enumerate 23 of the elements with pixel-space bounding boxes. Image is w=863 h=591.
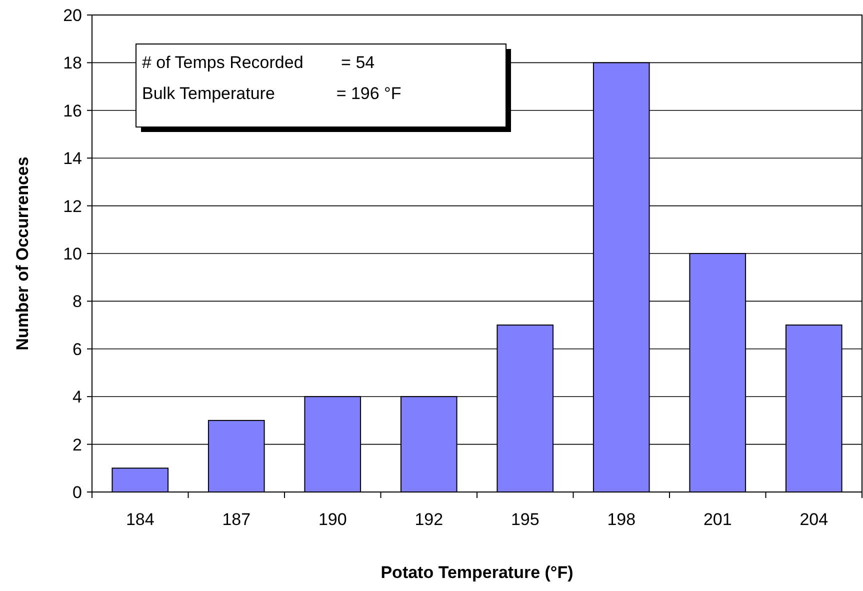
y-tick-label: 2 [72,435,82,454]
x-tick-label: 204 [800,510,828,529]
x-axis-title: Potato Temperature (°F) [380,563,574,582]
y-tick-label: 20 [63,6,82,25]
x-tick-label: 190 [318,510,347,529]
annotation: # of Temps Recorded = 54 [142,53,375,72]
x-tick-label: 187 [222,510,251,529]
y-tick-label: 0 [72,482,82,502]
y-tick-label: 14 [63,149,82,168]
x-tick-label: 198 [607,510,636,529]
y-tick-label: 10 [63,244,82,264]
x-tick-label: 184 [126,510,154,529]
y-tick-label: 8 [72,292,82,312]
x-tick-label: 201 [703,510,732,529]
y-tick-label: 6 [72,340,82,359]
y-tick-label: 16 [63,101,82,120]
y-axis-title: Number of Occurrences [13,156,32,350]
y-tick-label: 18 [63,54,82,73]
x-tick-label: 192 [414,510,444,529]
annotation: Bulk Temperature = 196 °F [142,84,402,103]
y-tick-label: 12 [63,196,82,216]
x-tick-label: 195 [510,510,540,529]
y-tick-label: 4 [72,388,82,407]
